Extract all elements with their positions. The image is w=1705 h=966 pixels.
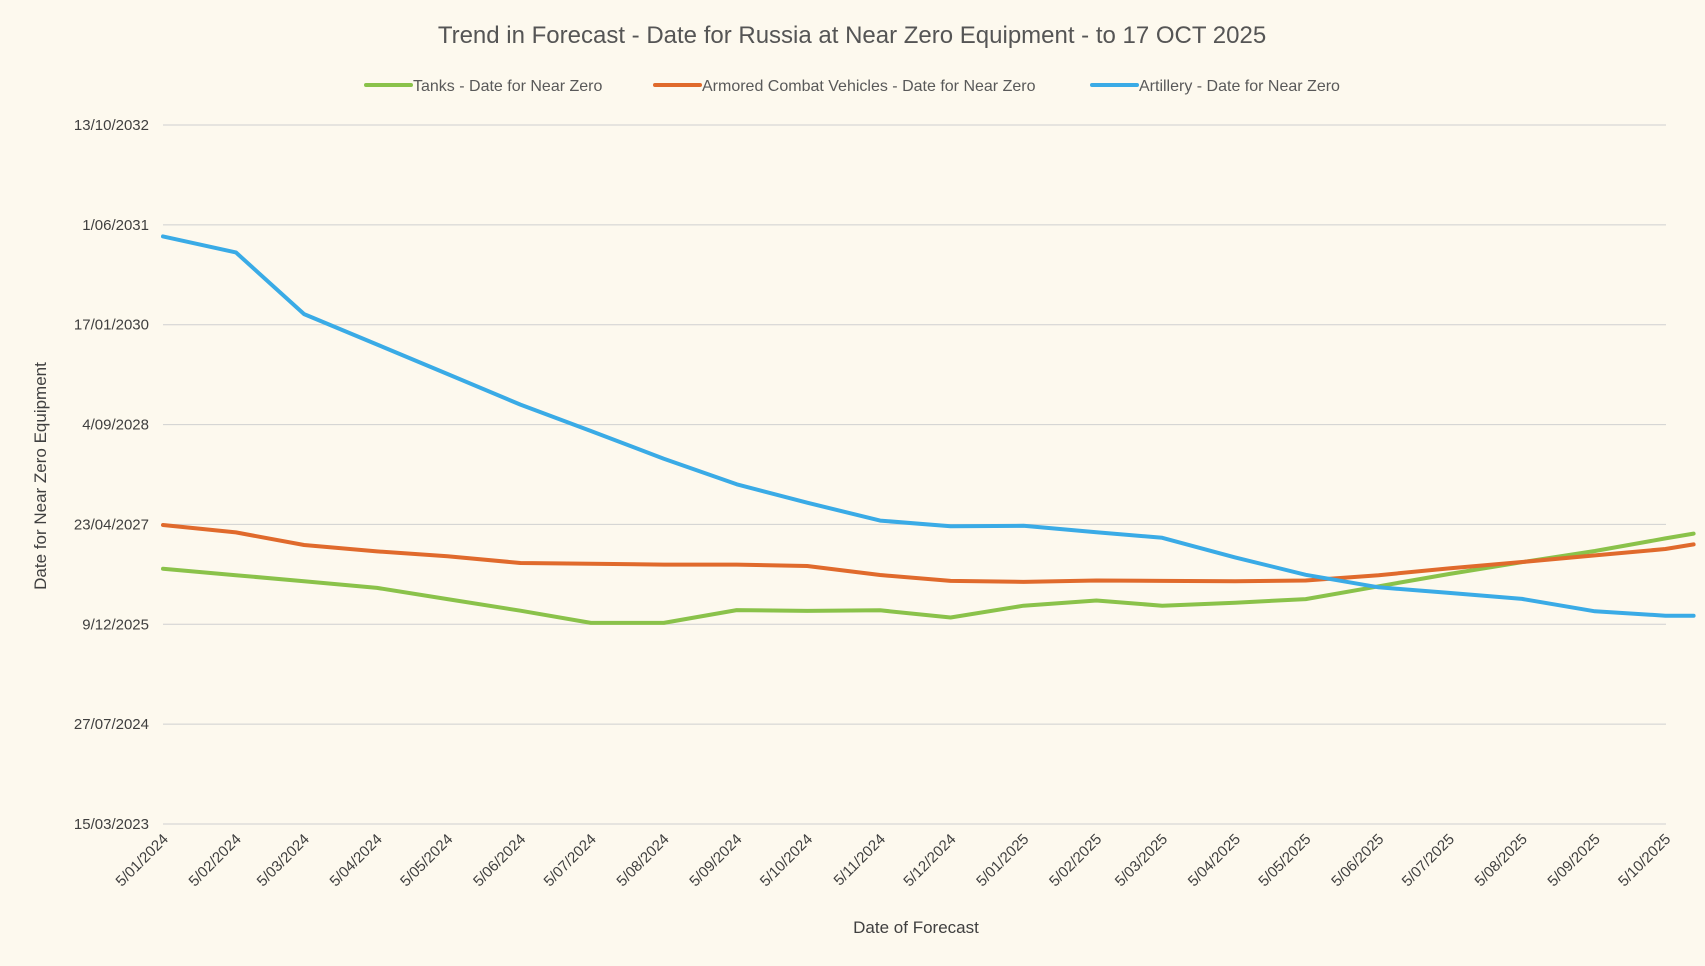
x-tick-label: 5/06/2024 [470,831,529,890]
x-axis-ticks: 5/01/2024 5/02/2024 5/03/2024 5/04/2024 5/05… [113,831,1675,890]
y-tick-label: 13/10/2032 [74,117,149,134]
x-tick-label: 5/02/2024 [186,831,245,890]
x-tick-label: 5/02/2025 [1046,831,1105,890]
gridlines [163,124,1666,825]
x-tick-label: 5/11/2024 [831,831,889,889]
y-tick-label: 9/12/2025 [82,616,149,633]
chart-title: Trend in Forecast - Date for Russia at N… [438,22,1266,49]
x-tick-label: 5/08/2024 [613,831,672,890]
y-axis-title: Date for Near Zero Equipment [31,362,50,590]
y-axis-ticks: 15/03/2023 27/07/2024 9/12/2025 23/04/2027 4… [74,117,149,833]
x-tick-label: 5/01/2025 [973,831,1032,890]
y-tick-label: 23/04/2027 [74,516,149,533]
x-axis-title: Date of Forecast [853,918,979,937]
x-tick-label: 5/04/2025 [1185,831,1244,890]
legend-label: Artillery - Date for Near Zero [1139,78,1340,95]
series-line-3 [161,234,1696,618]
y-tick-label: 15/03/2023 [74,816,149,833]
x-tick-label: 5/05/2024 [397,831,456,890]
legend-label: Tanks - Date for Near Zero [413,78,603,95]
y-tick-label: 4/09/2028 [82,417,149,434]
x-tick-label: 5/01/2024 [113,831,172,890]
y-tick-label: 17/01/2030 [74,317,149,334]
x-tick-label: 5/03/2024 [254,831,313,890]
x-tick-label: 5/07/2025 [1399,831,1458,890]
x-tick-label: 5/08/2025 [1472,831,1531,890]
series-layer [161,234,1696,625]
x-tick-label: 5/05/2025 [1255,831,1314,890]
x-tick-label: 5/03/2025 [1112,831,1171,890]
series-line-2 [161,523,1696,584]
x-tick-label: 5/10/2024 [757,831,816,890]
series-line-1 [161,531,1696,625]
y-tick-label: 27/07/2024 [74,716,149,733]
legend-label: Armored Combat Vehicles - Date for Near … [702,78,1036,95]
y-tick-label: 1/06/2031 [82,217,149,234]
x-tick-label: 5/06/2025 [1328,831,1387,890]
x-tick-label: 5/04/2024 [327,831,386,890]
x-tick-label: 5/12/2024 [900,831,959,890]
x-tick-label: 5/09/2024 [686,831,745,890]
x-tick-label: 5/07/2024 [541,831,600,890]
x-tick-label: 5/09/2025 [1544,831,1603,890]
x-tick-label: 5/10/2025 [1615,831,1674,890]
legend: Tanks - Date for Near Zero Armored Combat… [364,78,1340,95]
